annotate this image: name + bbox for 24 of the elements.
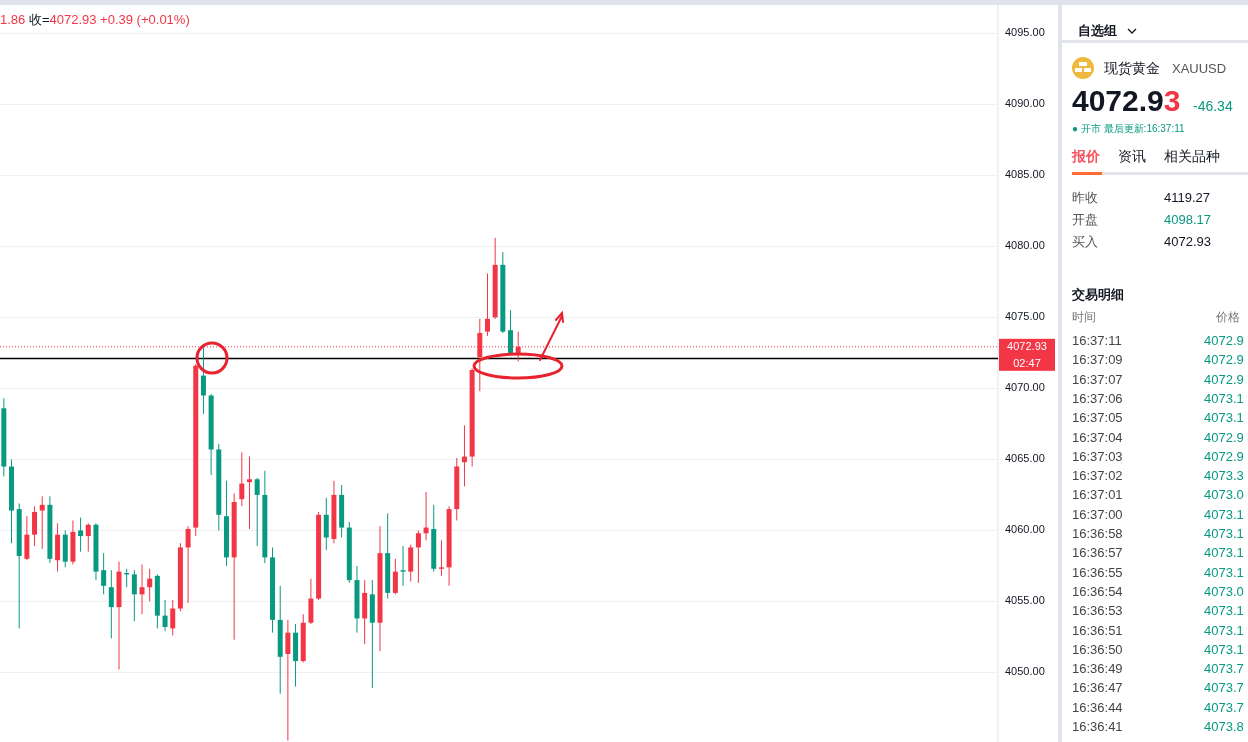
cell: 4073.3: [1204, 468, 1244, 484]
cell: 4073.1: [1204, 506, 1244, 522]
cell: 4073.0: [1204, 487, 1244, 503]
cell: 4073.1: [1204, 545, 1244, 561]
annotation: 1.86 收=4072.93 +0.39 (+0.01%): [0, 12, 190, 27]
cell: 4073.8: [1204, 719, 1244, 734]
cell: 4073.1: [1204, 390, 1244, 406]
cell: 4072.9: [1204, 371, 1244, 387]
cell: 4072.9: [1204, 448, 1244, 464]
cell: 4073.7: [1204, 661, 1244, 677]
cell: 4073.1: [1204, 564, 1244, 580]
cell: 4073.0: [1204, 583, 1244, 599]
title: 自选组: [1078, 23, 1117, 38]
cell: 4073.1: [1204, 622, 1244, 638]
cell: 4073.1: [1204, 603, 1244, 619]
cell: 4073.7: [1204, 680, 1244, 696]
cell: 4072.9: [1204, 429, 1244, 445]
cell: 4072.9: [1204, 352, 1244, 368]
title: 交易明细: [1072, 287, 1124, 302]
cell: 4073.1: [1204, 526, 1244, 541]
cell: 4073.1: [1204, 641, 1244, 657]
cell: 4072.9: [1204, 333, 1244, 348]
cell: 4073.1: [1204, 410, 1244, 426]
cell: 4073.7: [1204, 699, 1244, 715]
